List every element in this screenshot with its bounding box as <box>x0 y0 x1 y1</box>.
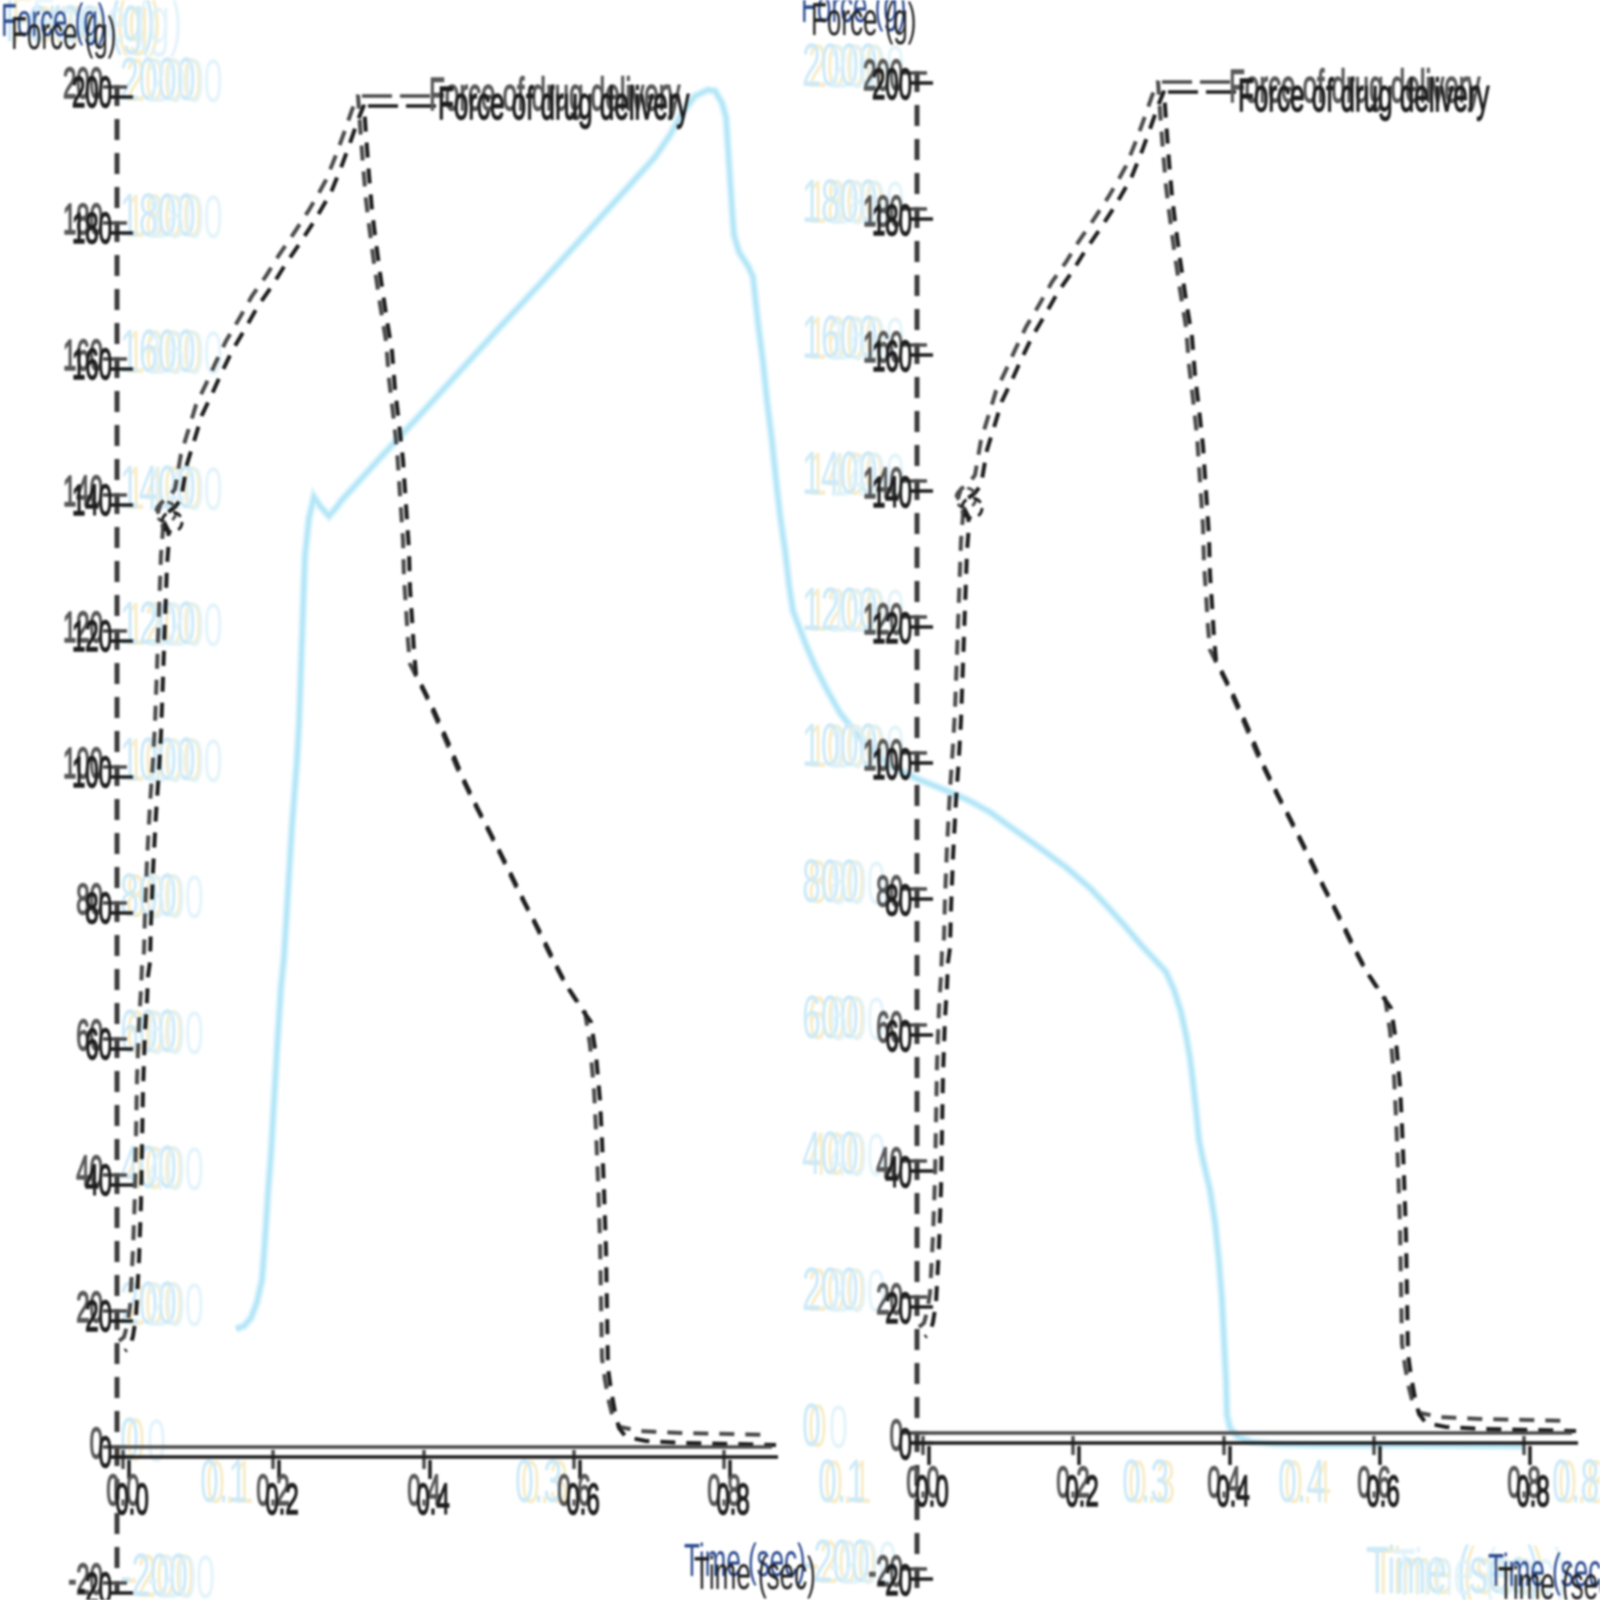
svg-text:0: 0 <box>802 1392 821 1460</box>
svg-text:400: 400 <box>808 1121 865 1189</box>
svg-text:200: 200 <box>147 1272 204 1340</box>
svg-text:Force (g): Force (g) <box>32 0 182 58</box>
svg-text:Force (g): Force (g) <box>5 0 155 56</box>
svg-text:-200: -200 <box>808 1529 876 1597</box>
svg-text:800: 800 <box>802 848 859 916</box>
svg-text:800: 800 <box>808 849 865 917</box>
svg-text:2000: 2000 <box>147 48 223 116</box>
svg-text:0.1: 0.1 <box>818 1448 865 1516</box>
svg-text:1200: 1200 <box>120 590 196 658</box>
svg-text:1800: 1800 <box>126 183 202 251</box>
svg-text:Time (sec): Time (sec) <box>1366 1534 1539 1600</box>
svg-text:1600: 1600 <box>120 318 196 386</box>
svg-text:600: 600 <box>808 985 865 1053</box>
svg-text:0.1: 0.1 <box>824 1449 871 1517</box>
svg-text:0: 0 <box>808 1393 827 1461</box>
svg-text:0.1: 0.1 <box>206 1449 253 1517</box>
svg-text:2000: 2000 <box>120 46 196 114</box>
svg-text:600: 600 <box>120 998 177 1066</box>
svg-text:0.3: 0.3 <box>1128 1449 1175 1517</box>
svg-text:1600: 1600 <box>126 319 202 387</box>
svg-text:600: 600 <box>126 999 183 1067</box>
svg-text:0.8: 0.8 <box>1552 1448 1599 1516</box>
svg-text:Force (g): Force (g) <box>11 0 161 57</box>
svg-text:0: 0 <box>147 1408 166 1476</box>
svg-text:1600: 1600 <box>147 320 223 388</box>
svg-text:Time (sec): Time (sec) <box>1488 1545 1600 1597</box>
svg-text:-200: -200 <box>126 1543 194 1600</box>
svg-text:400: 400 <box>120 1134 177 1202</box>
svg-text:Time (sec): Time (sec) <box>1393 1536 1566 1600</box>
svg-text:0.8: 0.8 <box>1558 1449 1600 1517</box>
svg-text:0.4: 0.4 <box>1278 1448 1325 1516</box>
svg-text:Force (g): Force (g) <box>11 8 116 60</box>
svg-text:Time (sec): Time (sec) <box>1498 1558 1600 1600</box>
svg-text:0.1: 0.1 <box>200 1448 247 1516</box>
svg-text:600: 600 <box>802 984 859 1052</box>
svg-text:400: 400 <box>147 1136 204 1204</box>
svg-text:1800: 1800 <box>147 184 223 252</box>
svg-text:-200: -200 <box>802 1528 870 1596</box>
svg-text:Force (g): Force (g) <box>1 0 106 47</box>
svg-text:1400: 1400 <box>126 455 202 523</box>
svg-text:800: 800 <box>126 863 183 931</box>
svg-text:Force (g): Force (g) <box>811 0 916 46</box>
svg-text:0.3: 0.3 <box>515 1448 562 1516</box>
svg-text:Time (sec): Time (sec) <box>684 1535 806 1587</box>
svg-text:Time (sec): Time (sec) <box>1372 1535 1545 1600</box>
svg-text:400: 400 <box>126 1135 183 1203</box>
svg-text:200: 200 <box>802 1256 859 1324</box>
svg-text:1000: 1000 <box>126 727 202 795</box>
svg-text:-200: -200 <box>120 1542 188 1600</box>
svg-text:600: 600 <box>147 1000 204 1068</box>
svg-text:Time (sec): Time (sec) <box>694 1548 816 1600</box>
svg-text:1800: 1800 <box>120 182 196 250</box>
svg-text:800: 800 <box>147 864 204 932</box>
svg-text:400: 400 <box>802 1120 859 1188</box>
svg-text:200: 200 <box>808 1257 865 1325</box>
svg-text:Force (g): Force (g) <box>801 0 906 33</box>
svg-text:2000: 2000 <box>126 47 202 115</box>
svg-text:-200: -200 <box>147 1544 215 1600</box>
svg-text:0.3: 0.3 <box>1122 1448 1169 1516</box>
svg-text:0: 0 <box>829 1394 848 1462</box>
svg-text:0.4: 0.4 <box>1284 1449 1331 1517</box>
